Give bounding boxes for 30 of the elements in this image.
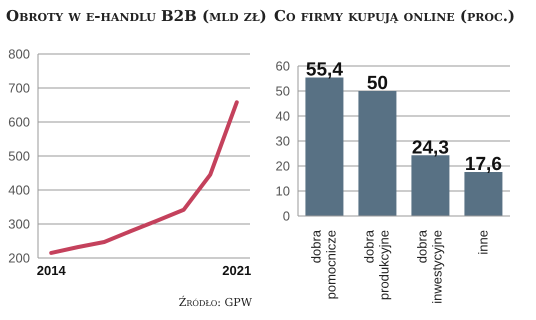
- text: Źródło: GPW: [178, 296, 252, 309]
- chart-title: Obroty w e-handlu B2B (mld zł): [5, 7, 268, 27]
- x-tick-label: 2014: [36, 263, 66, 278]
- bar: [464, 172, 502, 216]
- data-label: 55,4: [306, 60, 344, 80]
- chart-title: Co firmy kupują online (proc.): [273, 7, 516, 27]
- y-tick-label: 50: [276, 84, 290, 99]
- data-label: 24,3: [412, 137, 449, 158]
- y-tick-label: 800: [8, 46, 30, 62]
- y-tick-label: 400: [8, 182, 30, 198]
- bar: [358, 91, 396, 216]
- y-tick-label: 0: [282, 208, 290, 224]
- y-tick-label: 300: [8, 216, 30, 232]
- x-tick-label: dobra pomocnicze: [308, 229, 338, 300]
- y-tick-label: 200: [8, 250, 30, 266]
- y-tick-label: 600: [8, 114, 30, 130]
- bar: [411, 155, 450, 216]
- x-tick-label: 2021: [222, 263, 252, 278]
- y-tick-label: 40: [276, 108, 290, 124]
- y-tick-label: 60: [276, 58, 290, 74]
- y-tick-label: 500: [8, 148, 30, 164]
- y-tick-label: 20: [276, 158, 290, 174]
- data-label: 17,6: [464, 154, 502, 175]
- line-series: [49, 100, 239, 255]
- data-label: 50: [366, 73, 388, 94]
- y-tick-label: 10: [276, 184, 290, 199]
- y-tick-label: 30: [276, 134, 290, 149]
- y-tick-label: 700: [8, 80, 30, 96]
- x-tick-label: inne: [476, 230, 490, 255]
- bar: [305, 78, 344, 216]
